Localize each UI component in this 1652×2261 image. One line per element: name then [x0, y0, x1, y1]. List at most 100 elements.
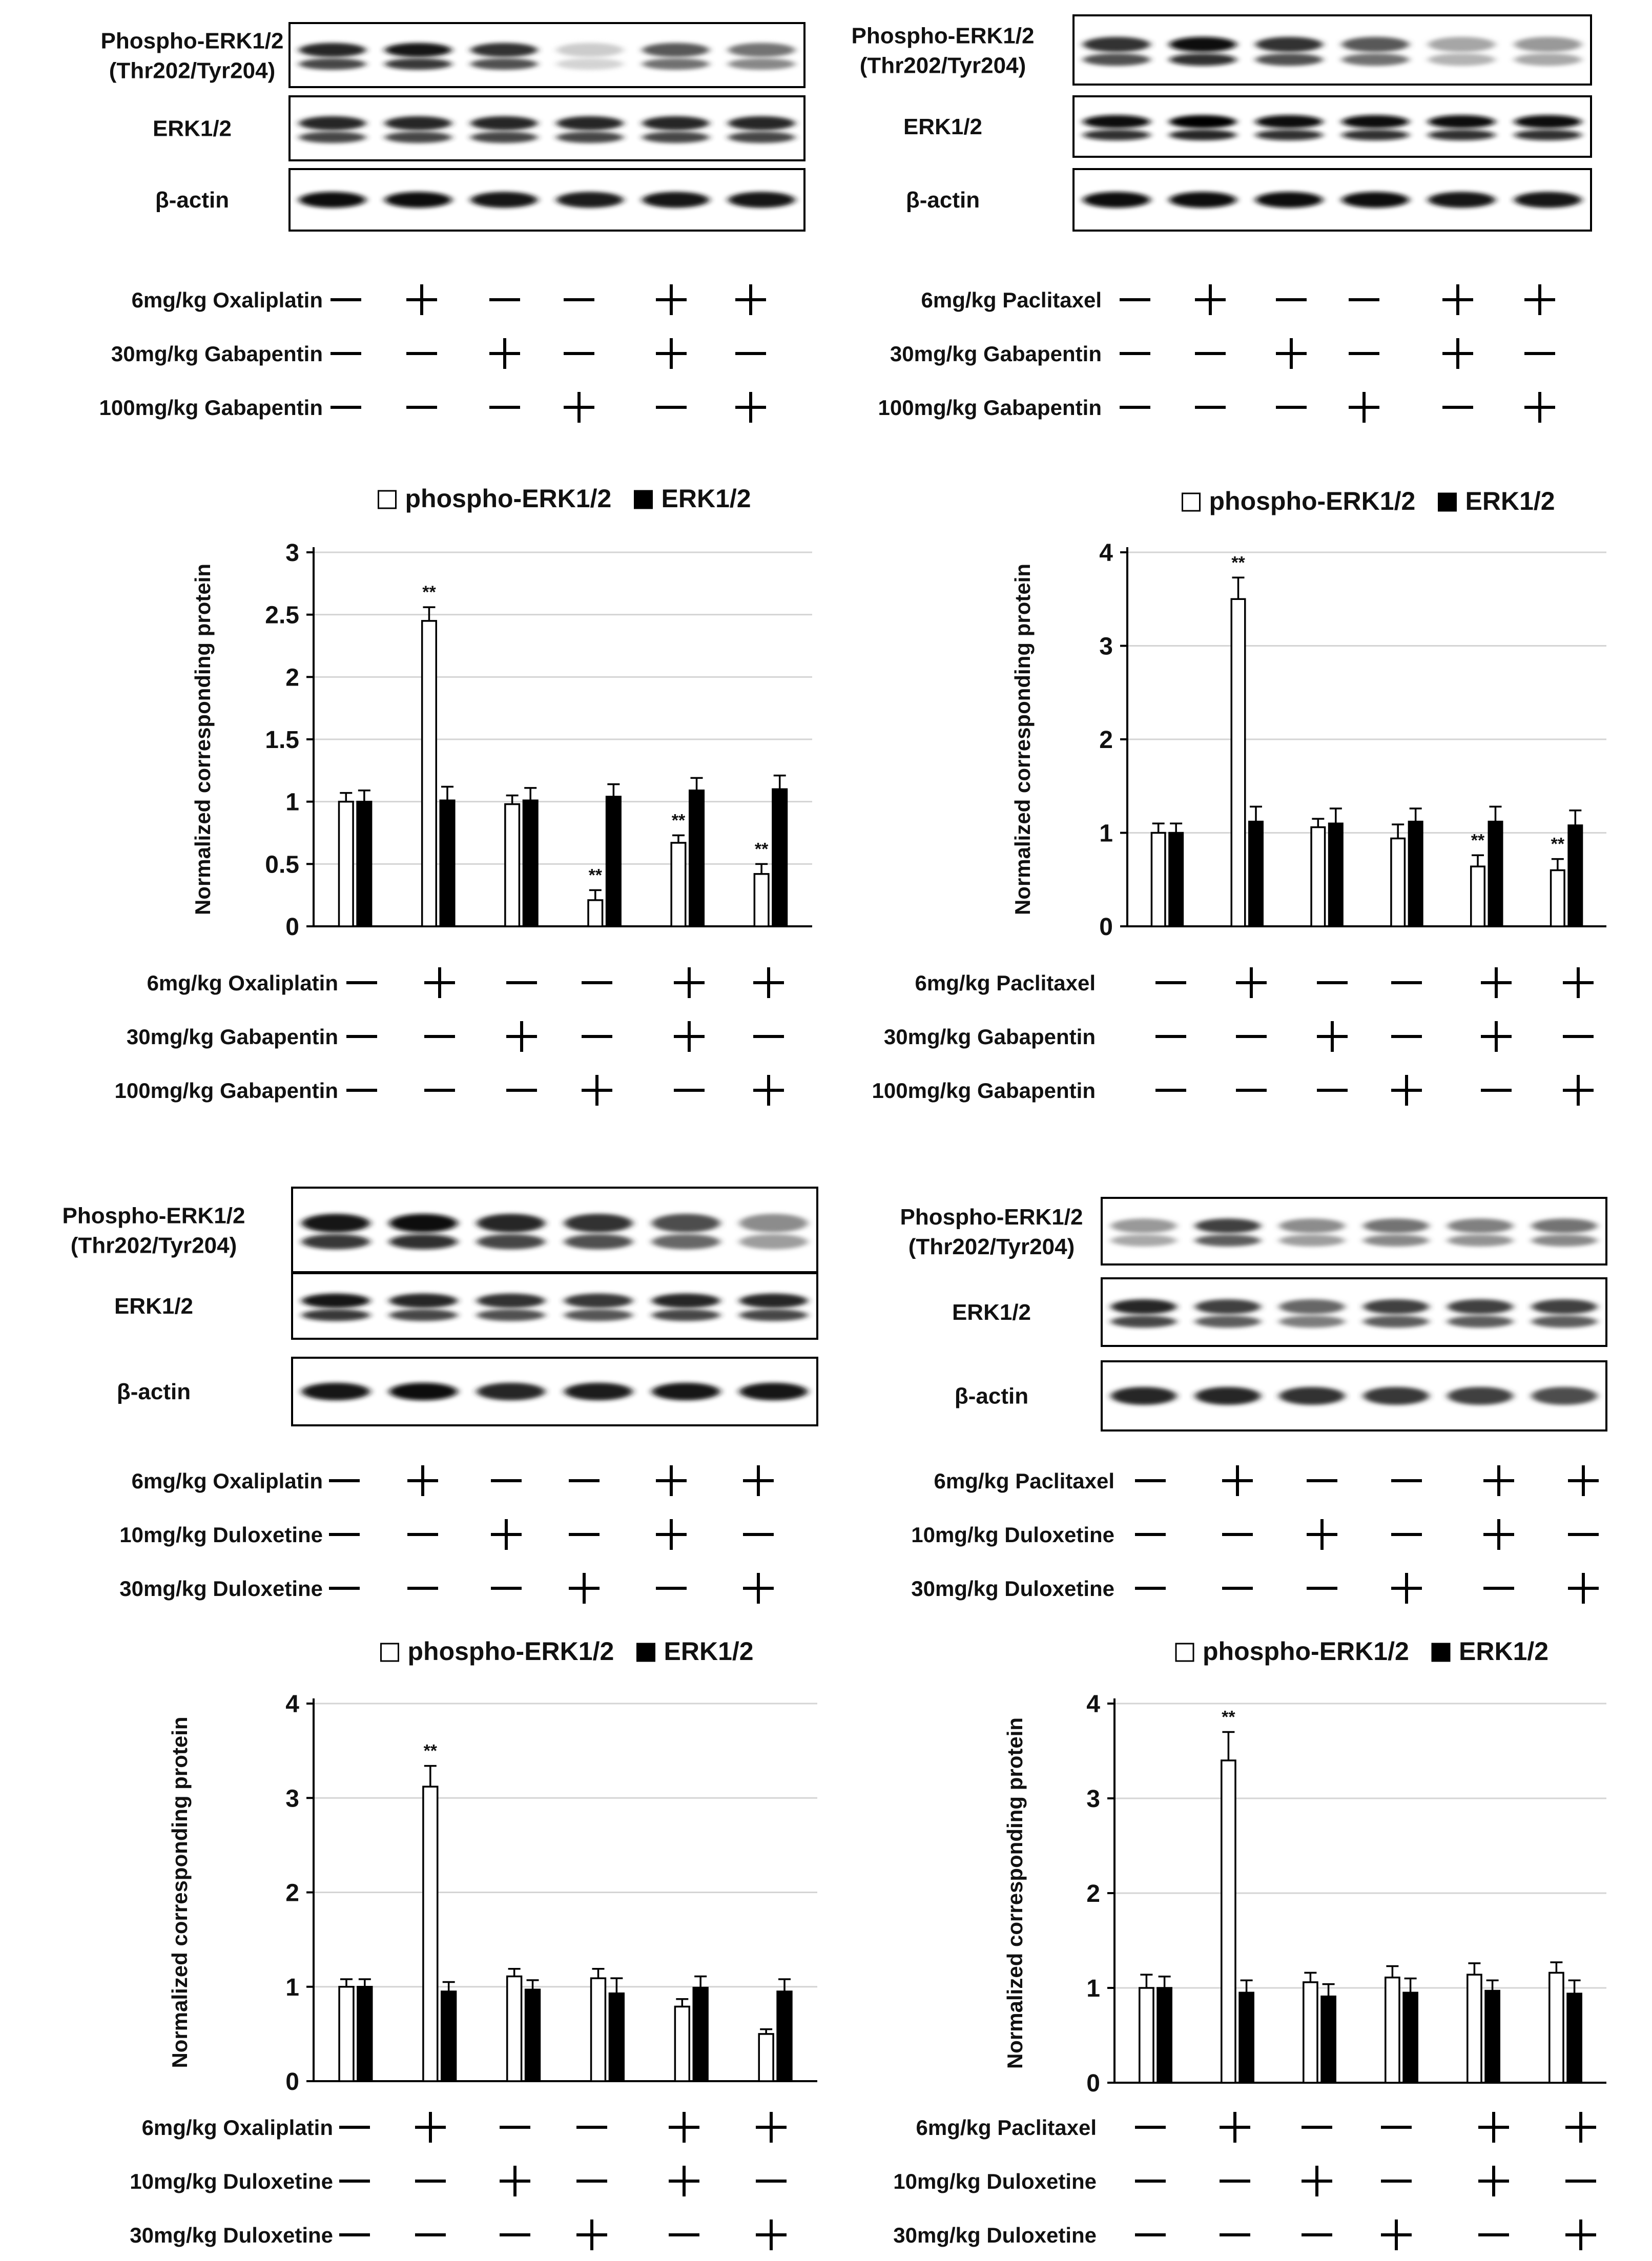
blot-band	[384, 43, 452, 57]
blot-band	[299, 43, 366, 57]
y-tick-label: 3	[1086, 1786, 1100, 1813]
blot-band	[556, 116, 624, 131]
treatment-label: 6mg/kg Paclitaxel	[921, 288, 1102, 312]
blot-band	[477, 1234, 545, 1250]
blot-band	[1111, 1299, 1177, 1314]
bar-erk	[1238, 1992, 1254, 2084]
blot-band	[384, 116, 452, 131]
plus-sign-icon	[1302, 2166, 1332, 2196]
plus-sign-icon	[582, 1075, 612, 1106]
blot-band	[1195, 1234, 1261, 1247]
y-tick-label: 3	[285, 1785, 299, 1812]
plus-sign-icon	[656, 1465, 687, 1496]
blot-band	[1514, 129, 1582, 141]
significance-marker: **	[672, 811, 686, 830]
blot-band	[1169, 36, 1237, 52]
legend-label: phospho-ERK1/2	[408, 1637, 614, 1666]
significance-marker: **	[1551, 835, 1565, 854]
blot-row-label: ERK1/2	[114, 1294, 193, 1319]
y-tick-label: 1	[285, 1974, 299, 2001]
blot-band	[389, 1214, 458, 1233]
blot-band	[1363, 1386, 1429, 1405]
plus-sign-icon	[406, 284, 437, 315]
blot-band	[389, 1234, 458, 1250]
bar-phospho-erk	[1390, 837, 1406, 927]
plus-sign-icon	[656, 338, 687, 369]
blot-band	[739, 1214, 808, 1233]
bar-erk	[1408, 820, 1423, 927]
plus-sign-icon	[1442, 284, 1473, 315]
blot-frame	[291, 1357, 818, 1426]
bar-phospho-erk	[1303, 1981, 1318, 2084]
plus-sign-icon	[569, 1573, 600, 1604]
blot-band	[1514, 36, 1582, 52]
blot-band	[652, 1382, 720, 1401]
y-tick-label: 4	[285, 1691, 299, 1718]
y-tick-label: 0	[1099, 914, 1113, 941]
bar-phospho-erk	[1221, 1759, 1236, 2084]
bar-phospho-erk	[1470, 865, 1485, 927]
y-axis-label: Normalized corresponding protein	[1003, 1717, 1027, 2069]
blot-band	[1428, 129, 1496, 141]
plus-sign-icon	[656, 284, 687, 315]
blot-frame	[1072, 14, 1592, 86]
bar-chart-paclitaxel-gabapentin: 0 1 2 3 4 Normalized corresponding protein ** *…	[872, 487, 1606, 1106]
blot-band	[652, 1309, 720, 1321]
legend-swatch-filled-icon	[634, 490, 653, 509]
plus-sign-icon	[500, 2166, 530, 2196]
bar-chart-paclitaxel-duloxetine: 0 1 2 3 4 Normalized corresponding protein ** p…	[893, 1637, 1606, 2250]
blot-band	[739, 1382, 808, 1401]
treatment-label: 6mg/kg Oxaliplatin	[132, 1469, 323, 1493]
blot-band	[470, 192, 538, 208]
plus-sign-icon	[669, 2112, 699, 2143]
blot-band	[389, 1382, 458, 1401]
blot-band	[1514, 192, 1582, 208]
blot-band	[1083, 115, 1150, 129]
blot-band	[1531, 1386, 1597, 1405]
plus-sign-icon	[743, 1573, 774, 1604]
blot-band	[299, 131, 366, 143]
plus-sign-icon	[1307, 1519, 1337, 1550]
bar-phospho-erk	[674, 2005, 690, 2082]
legend-swatch-open-icon	[1182, 492, 1201, 512]
bar-phospho-erk	[1150, 832, 1166, 927]
treatment-label: 10mg/kg Duloxetine	[119, 1523, 323, 1547]
blot-band	[1279, 1218, 1345, 1233]
blot-band	[1363, 1218, 1429, 1233]
blot-band	[1447, 1234, 1513, 1247]
blot-row-label: Phospho-ERK1/2 (Thr202/Tyr204)	[101, 29, 284, 84]
legend-label: phospho-ERK1/2	[1209, 487, 1416, 515]
plus-sign-icon	[1276, 338, 1307, 369]
bar-phospho-erk	[1139, 1987, 1154, 2084]
bar-erk	[772, 788, 788, 927]
bar-phospho-erk	[1230, 598, 1246, 927]
plus-sign-icon	[1478, 2166, 1509, 2196]
legend-swatch-open-icon	[380, 1643, 399, 1662]
treatment-label: 30mg/kg Duloxetine	[119, 1577, 323, 1601]
bar-phospho-erk	[1548, 1972, 1564, 2084]
blot-band	[556, 192, 624, 208]
bar-erk	[1567, 824, 1583, 927]
bar-erk	[605, 796, 622, 927]
plus-sign-icon	[1483, 1465, 1514, 1496]
treatment-label: 10mg/kg Duloxetine	[911, 1523, 1114, 1547]
plus-sign-icon	[1195, 284, 1226, 315]
blot-band	[1169, 53, 1237, 66]
blot-band	[1083, 53, 1150, 66]
bar-erk	[692, 1986, 709, 2082]
chart-legend: phospho-ERK1/2 ERK1/2	[1182, 487, 1555, 515]
blot-band	[1428, 53, 1496, 66]
blot-band	[1255, 53, 1323, 66]
treatment-label: 100mg/kg Gabapentin	[99, 396, 323, 420]
blot-band	[652, 1214, 720, 1233]
blot-band	[1169, 192, 1237, 208]
y-tick-label: 3	[1099, 633, 1113, 660]
blot-band	[1279, 1299, 1345, 1314]
blot-band	[1195, 1299, 1261, 1314]
y-tick-label: 2	[1099, 727, 1113, 754]
bar-phospho-erk	[338, 800, 354, 927]
plus-sign-icon	[1563, 967, 1594, 998]
blot-band	[1111, 1315, 1177, 1328]
y-tick-label: 2	[1086, 1880, 1100, 1907]
